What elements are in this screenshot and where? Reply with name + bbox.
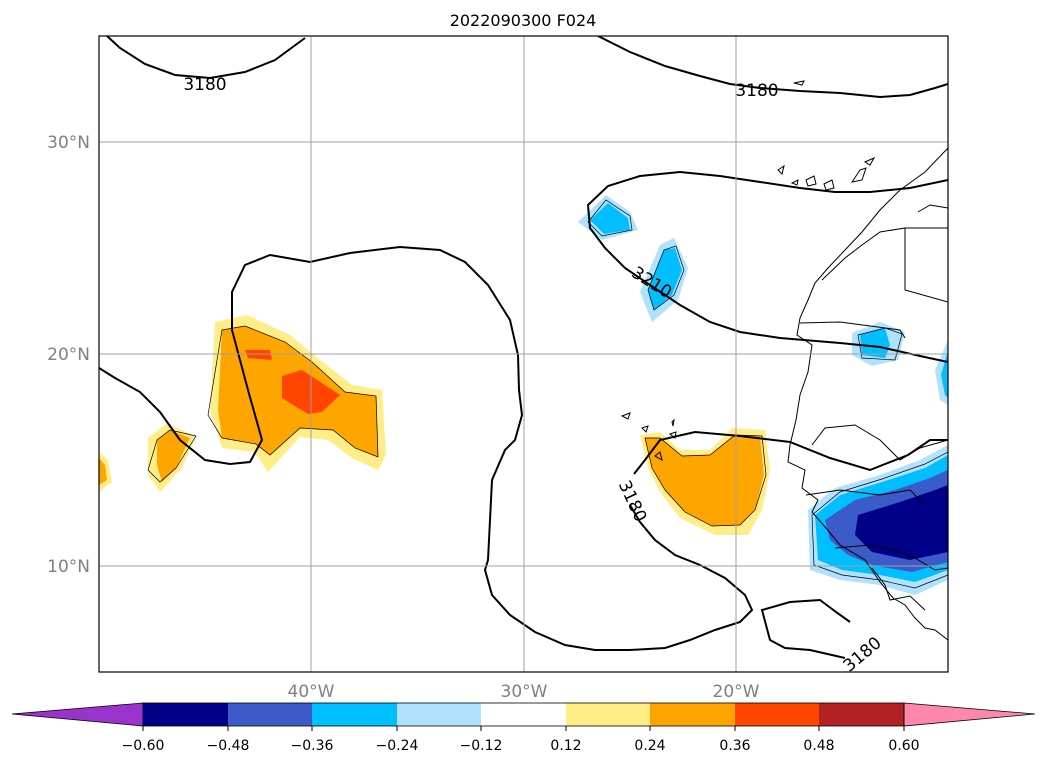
colorbar-tick-label: 0.36 [719, 738, 750, 754]
height-contour-3180 [597, 36, 948, 99]
colorbar-tick-label: −0.36 [291, 738, 334, 754]
country-border [805, 489, 926, 506]
axis-labels: 30°N 20°N 10°N 40°W 30°W 20°W [47, 133, 760, 702]
african-coastline [787, 147, 948, 641]
colorbar-tick-label: 0.12 [550, 738, 581, 754]
height-contour-3180 [633, 430, 948, 475]
island-outline [668, 431, 677, 439]
colorbar-segment [312, 703, 397, 726]
island-outline [671, 418, 675, 427]
contour-label: 3180 [183, 75, 226, 95]
negative-anomaly-area [648, 248, 682, 310]
colorbar-segment [143, 703, 228, 726]
colorbar-tick-label: 0.24 [634, 738, 665, 754]
height-contours [99, 36, 948, 659]
negative-anomaly-strong [855, 485, 948, 560]
island-outline [790, 179, 799, 186]
island-outline [805, 175, 817, 187]
lat-tick-label: 30°N [47, 133, 90, 153]
colorbar-frame [142, 702, 905, 727]
positive-anomaly-area [157, 430, 190, 482]
island-outline [641, 425, 649, 433]
contour-label: 3180 [735, 81, 778, 101]
island-outline [793, 80, 805, 86]
figure-title: 2022090300 F024 [450, 11, 597, 30]
colorbar-tick-label: −0.12 [460, 738, 503, 754]
lat-tick-label: 10°N [47, 557, 90, 577]
shading-outlines [147, 199, 948, 589]
country-border [904, 227, 948, 303]
colorbar-tick-label: −0.24 [376, 738, 419, 754]
colorbar-segment [228, 703, 312, 726]
height-contour-3180 [760, 598, 851, 659]
colorbar-tick-label: −0.60 [122, 738, 165, 754]
lon-tick-label: 40°W [288, 682, 335, 702]
island-outline [850, 167, 867, 183]
map-frame [98, 35, 949, 673]
country-border [821, 227, 906, 281]
positive-anomaly-area [645, 435, 764, 526]
colorbar-extend-high [903, 702, 1036, 727]
lon-tick-label: 20°W [713, 682, 760, 702]
height-contour-3180 [106, 36, 306, 80]
colorbar-segment [650, 703, 735, 726]
island-outline [823, 179, 835, 191]
positive-anomaly-area [99, 458, 107, 485]
negative-anomaly-area [860, 328, 890, 358]
colorbar-segment [566, 703, 650, 726]
colorbar-segment [397, 703, 481, 726]
country-border [917, 204, 948, 213]
colorbar-segment [819, 703, 904, 726]
colorbar-tick-label: 0.60 [888, 738, 919, 754]
island-outline [620, 412, 631, 420]
country-border [799, 321, 906, 339]
colorbar: −0.60 −0.48 −0.36 −0.24 −0.12 0.12 0.24 … [11, 702, 1036, 754]
colorbar-extend-low [11, 702, 144, 727]
height-contour-3210 [586, 170, 948, 363]
map-panel: 3180 3180 3210 3180 3180 [98, 35, 949, 673]
island-outline [777, 164, 785, 175]
colorbar-tick-label: −0.48 [207, 738, 250, 754]
coastlines [620, 80, 948, 641]
island-outline [654, 451, 663, 462]
country-border [834, 544, 948, 571]
colorbar-segment [481, 703, 566, 726]
negative-anomaly-area [590, 203, 630, 234]
country-border [871, 567, 926, 611]
colorbar-segment [735, 703, 819, 726]
strong-positive-core [245, 350, 272, 360]
lon-tick-label: 30°W [501, 682, 548, 702]
colorbar-tick-label: 0.48 [803, 738, 834, 754]
height-contour-3180 [99, 245, 754, 651]
lat-tick-label: 20°N [47, 345, 90, 365]
gridlines [99, 36, 948, 672]
island-outline [863, 156, 876, 166]
